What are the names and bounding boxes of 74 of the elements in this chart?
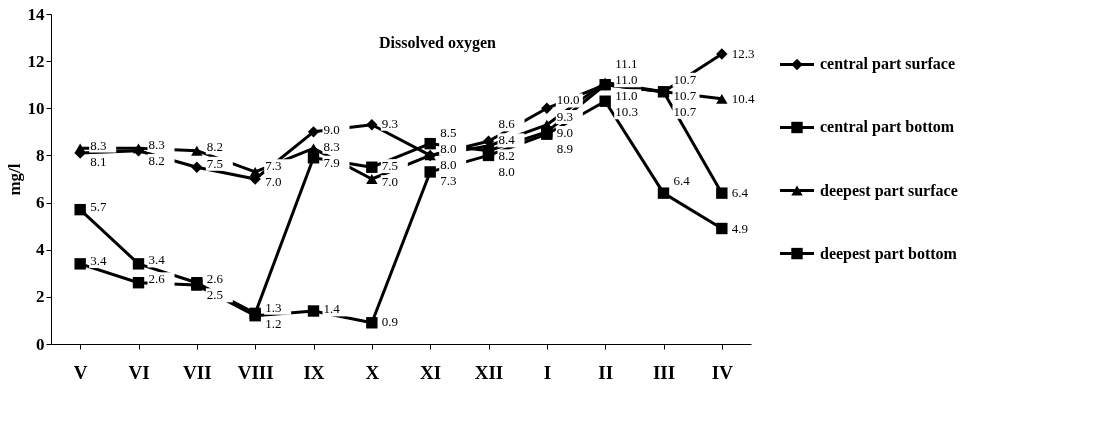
data-label: 10.4: [731, 90, 756, 106]
data-label: 7.0: [381, 174, 399, 190]
data-label: 5.7: [90, 198, 107, 214]
x-tick-label: VII: [183, 361, 212, 383]
data-label: 9.0: [323, 122, 340, 138]
data-label: 8.0: [498, 164, 515, 180]
x-tick-label: V: [73, 361, 88, 383]
x-tick-label: VI: [128, 361, 150, 383]
data-label: 9.3: [381, 115, 399, 131]
data-label: 8.2: [498, 148, 515, 164]
x-tick-label: IV: [711, 361, 734, 383]
data-label: 11.0: [615, 88, 638, 104]
data-label: 2.6: [206, 271, 224, 287]
data-label: 9.3: [556, 108, 574, 124]
data-label: 8.4: [498, 132, 516, 148]
y-tick-label: 6: [36, 193, 45, 213]
data-label: 8.6: [498, 116, 516, 132]
x-tick-label: III: [652, 361, 676, 383]
data-label: 7.9: [323, 154, 340, 170]
data-label: 0.9: [381, 313, 399, 329]
data-label: 8.9: [556, 140, 574, 156]
data-label: 6.4: [673, 173, 691, 189]
legend-label: deepest part bottom: [820, 244, 958, 263]
data-label: 9.0: [556, 124, 574, 140]
data-label: 10.7: [673, 71, 697, 87]
data-label: 1.2: [265, 315, 282, 331]
x-tick-label: XII: [474, 361, 504, 383]
data-label: 7.5: [206, 155, 224, 171]
data-label: 8.5: [440, 124, 457, 140]
x-tick-label: I: [543, 361, 552, 383]
x-tick-label: VIII: [237, 361, 274, 383]
y-tick-label: 4: [36, 240, 45, 260]
data-label: 12.3: [731, 46, 755, 62]
data-label: 7.3: [440, 172, 457, 188]
data-label: 8.3: [148, 136, 165, 152]
data-label: 8.2: [148, 152, 165, 168]
y-tick-label: 10: [27, 98, 45, 118]
text: Dissolved oxygen: [379, 34, 497, 52]
data-label: 4.9: [731, 220, 749, 236]
data-label: 3.4: [148, 252, 166, 268]
legend-label: deepest part surface: [820, 181, 958, 200]
data-label: 7.3: [265, 158, 282, 174]
data-label: 8.3: [323, 138, 340, 154]
data-label: 2.5: [206, 287, 224, 303]
data-label: 10.7: [673, 87, 697, 103]
data-label: 6.4: [731, 185, 749, 201]
y-tick-label: 8: [36, 145, 45, 165]
data-label: 11.0: [615, 72, 638, 88]
y-tick-label: 0: [36, 334, 45, 354]
data-label: 8.0: [440, 156, 457, 172]
x-tick-label: XI: [420, 361, 442, 383]
data-label: 10.0: [556, 92, 580, 108]
data-label: 8.2: [206, 139, 224, 155]
x-tick-label: II: [598, 361, 614, 383]
x-tick-label: IX: [303, 361, 325, 383]
data-label: 7.5: [381, 158, 399, 174]
y-axis-title: mg/l: [4, 163, 24, 196]
data-label: 1.3: [265, 299, 282, 315]
data-label: 8.0: [440, 140, 457, 156]
data-label: 7.0: [265, 174, 282, 190]
x-tick-label: X: [365, 361, 380, 383]
y-tick-label: 14: [27, 4, 45, 24]
y-tick-label: 2: [36, 287, 45, 307]
data-label: 1.4: [323, 301, 341, 317]
data-label: 10.7: [673, 103, 697, 119]
data-label: 8.3: [90, 137, 107, 153]
data-label: 8.1: [90, 153, 107, 169]
legend-label: central part bottom: [820, 118, 955, 137]
data-label: 3.4: [90, 253, 107, 269]
y-tick-label: 12: [27, 51, 45, 71]
data-label: 10.3: [615, 104, 638, 120]
legend-label: central part surface: [820, 55, 956, 74]
data-label: 2.6: [148, 271, 166, 287]
data-label: 11.1: [615, 56, 638, 72]
